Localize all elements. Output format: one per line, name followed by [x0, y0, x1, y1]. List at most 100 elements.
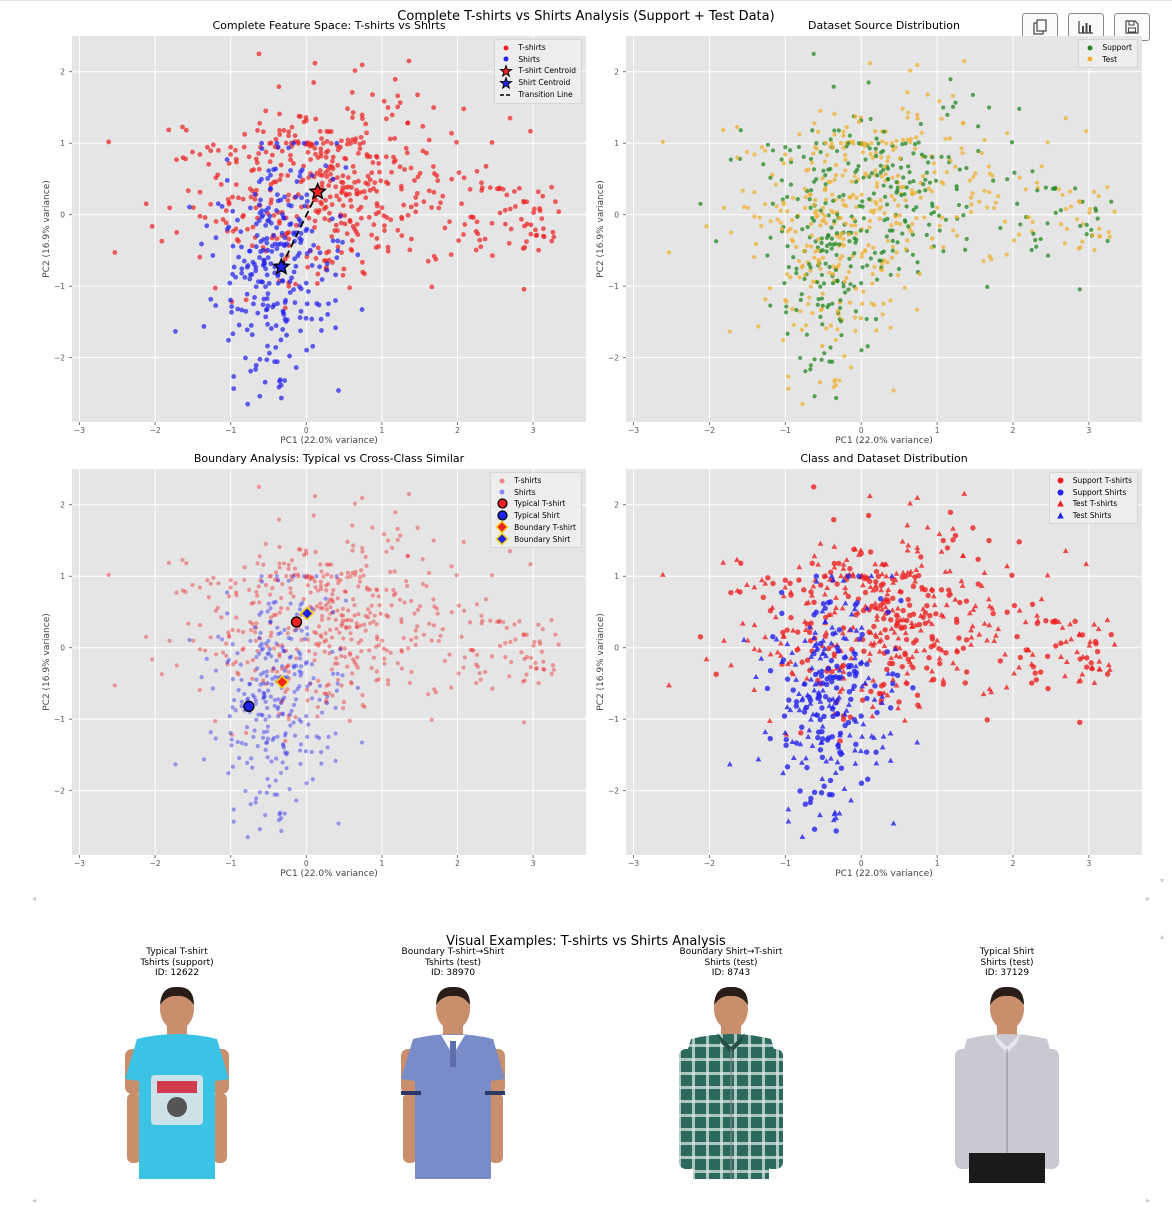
tshirt-point	[355, 150, 361, 156]
test-point	[900, 106, 905, 111]
tshirt-point	[456, 671, 461, 676]
test-point	[878, 198, 883, 203]
test-tshirt-point	[985, 596, 992, 602]
tshirt-point	[235, 670, 240, 675]
support-tshirt-point	[960, 645, 967, 651]
shirt-point	[305, 632, 310, 637]
support-tshirt-point	[799, 659, 805, 665]
shirt-point	[231, 374, 237, 379]
test-tshirt-point	[824, 584, 831, 591]
support-shirt-point	[842, 722, 848, 729]
legend-item: Shirts	[500, 54, 576, 66]
tshirt-point	[328, 627, 333, 632]
shirt-point	[314, 574, 319, 579]
shirt-point	[243, 742, 248, 747]
shirt-point	[259, 641, 264, 646]
test-tshirt-point	[870, 677, 877, 683]
tshirt-point	[537, 639, 542, 644]
tshirt-point	[331, 587, 336, 593]
test-tshirt-point	[721, 637, 727, 643]
test-point	[810, 311, 815, 316]
shirt-point	[273, 599, 278, 605]
test-point	[820, 291, 825, 296]
support-point	[874, 136, 879, 141]
test-tshirt-point	[852, 546, 859, 552]
support-point	[911, 151, 916, 156]
scroll-down-arrow[interactable]: ▾	[1160, 876, 1165, 885]
red-circle-marker	[496, 498, 508, 510]
scroll-right-arrow[interactable]: ▸	[1146, 894, 1151, 903]
test-point	[831, 264, 836, 269]
tshirt-point	[513, 204, 518, 209]
support-shirt-point	[811, 651, 817, 657]
test-point	[979, 150, 984, 156]
tshirt-point	[402, 600, 407, 605]
tshirt-point	[263, 149, 269, 155]
test-shirt-point	[880, 733, 887, 739]
shirt-point	[280, 664, 285, 669]
test-point	[982, 188, 987, 193]
support-point	[798, 355, 803, 361]
tshirt-point	[490, 686, 495, 691]
shirt-point	[283, 297, 289, 303]
tshirt-point	[183, 589, 188, 595]
tshirt-point	[236, 672, 241, 677]
support-tshirt-point	[1053, 643, 1059, 649]
test-point	[803, 323, 809, 328]
support-point	[818, 208, 823, 213]
scroll-right-arrow[interactable]: ▸	[1146, 1196, 1151, 1205]
tshirt-point	[319, 634, 324, 640]
shirt-point	[310, 696, 315, 701]
support-point	[714, 239, 719, 244]
scroll-left-arrow[interactable]: ◂	[32, 1196, 37, 1205]
tshirt-point	[518, 216, 524, 222]
example-caption: Boundary Shirt→T-shirt Shirts (test) ID:…	[616, 947, 846, 979]
tshirt-point	[435, 611, 440, 616]
test-shirt-point	[811, 642, 818, 648]
tshirt-point	[345, 137, 351, 143]
shirt-point	[236, 254, 242, 260]
shirt-point	[235, 739, 240, 745]
support-point	[848, 264, 853, 269]
tshirt-point	[385, 538, 391, 543]
tshirt-point	[271, 213, 277, 218]
garment-illustration	[77, 982, 277, 1183]
tshirt-point	[421, 632, 426, 637]
test-tshirt-point	[893, 570, 900, 576]
tshirt-point	[351, 657, 356, 662]
support-tshirt-point	[829, 669, 835, 675]
scroll-up-arrow[interactable]: ▴	[1160, 932, 1165, 941]
support-point	[834, 395, 839, 401]
support-tshirt-point	[922, 610, 929, 616]
tshirt-point	[324, 174, 330, 179]
test-tshirt-point	[837, 688, 843, 694]
tshirt-point	[324, 683, 329, 688]
shirt-point	[334, 688, 339, 693]
tshirt-point	[286, 283, 292, 289]
y-tick-label: −2	[608, 787, 619, 796]
support-point	[818, 149, 823, 155]
support-shirt-point	[825, 599, 832, 606]
test-point	[1077, 200, 1082, 205]
test-point	[796, 258, 802, 264]
shirt-point	[253, 367, 259, 372]
tshirt-point	[365, 181, 371, 187]
test-shirt-point	[826, 702, 833, 708]
tshirt-point	[412, 178, 417, 183]
head	[714, 987, 748, 1030]
tshirt-point	[350, 115, 355, 120]
test-tshirt-point	[762, 634, 769, 640]
shirt-point	[283, 731, 288, 736]
dashed-line-marker	[500, 93, 513, 97]
shirt-point	[249, 756, 254, 761]
support-tshirt-point	[975, 581, 981, 587]
tshirt-point	[420, 557, 425, 562]
tshirt-point	[474, 168, 480, 174]
scroll-left-arrow[interactable]: ◂	[32, 894, 37, 903]
tshirt-point	[328, 605, 333, 610]
shirt-point	[265, 651, 270, 657]
test-tshirt-point	[1083, 561, 1090, 567]
test-point	[843, 221, 848, 226]
shirt-point	[281, 648, 286, 654]
test-point	[817, 380, 823, 385]
